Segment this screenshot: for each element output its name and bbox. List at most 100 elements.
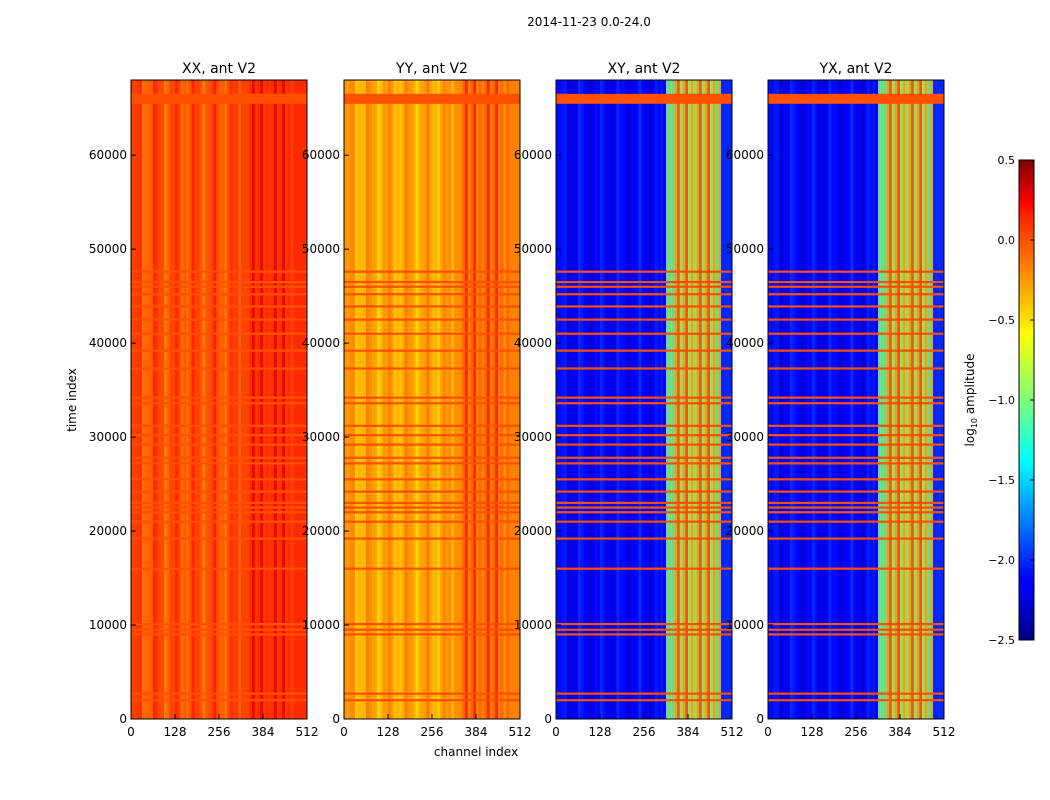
channel-strip: [894, 80, 898, 719]
y-tick-label: 40000: [89, 336, 127, 350]
x-tick-label: 128: [589, 725, 612, 739]
flagged-row: [768, 293, 944, 296]
channel-strip: [498, 80, 502, 719]
channel-strip: [875, 80, 879, 719]
y-tick-label: 20000: [514, 524, 552, 538]
channel-strip: [806, 80, 810, 719]
flagged-row: [131, 280, 307, 284]
flagged-row: [556, 443, 732, 446]
channel-strip: [704, 80, 708, 719]
flagged-row: [556, 692, 732, 695]
channel-strip: [624, 80, 628, 719]
flagged-row: [768, 692, 944, 695]
flagged-row: [131, 443, 307, 446]
channel-strip: [355, 80, 359, 719]
flagged-row: [131, 293, 307, 296]
flagged-row: [344, 332, 520, 335]
flagged-row: [768, 424, 944, 427]
channel-strip: [613, 80, 617, 719]
channel-strip: [437, 80, 441, 719]
channel-strip: [418, 80, 422, 719]
channel-strip: [385, 80, 389, 719]
channel-strip: [900, 80, 904, 719]
channel-strip: [142, 80, 146, 719]
channel-strip: [779, 80, 783, 719]
channel-strip: [608, 80, 612, 719]
flagged-row: [556, 622, 732, 626]
flagged-row: [344, 349, 520, 352]
flagged-row: [768, 93, 944, 104]
flagged-row: [131, 456, 307, 459]
flagged-row: [344, 367, 520, 370]
colorbar-tick-label: −2.0: [988, 554, 1015, 567]
flagged-row: [556, 285, 732, 288]
flagged-row: [768, 396, 944, 399]
channel-strip: [784, 80, 788, 719]
flagged-row: [344, 424, 520, 427]
channel-strip: [238, 80, 242, 719]
y-tick-label: 60000: [302, 148, 340, 162]
channel-strip: [462, 80, 466, 719]
channel-strip: [922, 80, 926, 719]
flagged-row: [768, 520, 944, 523]
y-tick-label: 0: [544, 712, 552, 726]
channel-strip: [249, 80, 253, 719]
flagged-row: [131, 396, 307, 399]
y-tick-label: 40000: [726, 336, 764, 350]
colorbar-label-base: log: [963, 428, 977, 446]
channel-strip: [707, 80, 711, 719]
channel-strip: [872, 80, 876, 719]
channel-strip: [265, 80, 269, 719]
panel-title: YY, ant V2: [395, 61, 468, 77]
channel-strip: [660, 80, 664, 719]
channel-strip: [246, 80, 250, 719]
y-tick-label: 10000: [514, 618, 552, 632]
channel-strip: [293, 80, 297, 719]
flagged-row: [131, 332, 307, 335]
colorbar-label-subscript: 10: [970, 418, 979, 428]
channel-strip: [271, 80, 275, 719]
flagged-row: [131, 567, 307, 570]
flagged-row: [344, 490, 520, 493]
channel-strip: [175, 80, 179, 719]
channel-strip: [847, 80, 851, 719]
channel-strip: [880, 80, 884, 719]
channel-strip: [897, 80, 901, 719]
flagged-row: [556, 628, 732, 631]
y-tick-label: 50000: [514, 242, 552, 256]
channel-strip: [712, 80, 716, 719]
channel-strip: [241, 80, 245, 719]
channel-strip: [423, 80, 427, 719]
channel-strip: [213, 80, 217, 719]
channel-strip: [820, 80, 824, 719]
channel-strip: [136, 80, 140, 719]
flagged-row: [344, 622, 520, 626]
flagged-row: [768, 537, 944, 540]
flagged-row: [768, 567, 944, 570]
flagged-row: [768, 402, 944, 405]
channel-strip: [451, 80, 455, 719]
channel-strip: [290, 80, 294, 719]
channel-strip: [276, 80, 280, 719]
channel-strip: [210, 80, 214, 719]
channel-strip: [803, 80, 807, 719]
flagged-row: [556, 396, 732, 399]
channel-strip: [506, 80, 510, 719]
channel-strip: [591, 80, 595, 719]
channel-strip: [633, 80, 637, 719]
channel-strip: [790, 80, 794, 719]
flagged-row: [344, 511, 520, 514]
channel-strip: [913, 80, 917, 719]
channel-strip: [186, 80, 190, 719]
flagged-row: [556, 305, 732, 308]
channel-strip: [561, 80, 565, 719]
flagged-row: [768, 501, 944, 504]
heatmap-panels: XX, ant V2 0 128 256 384 512 0 10000 20000 30000 4…: [89, 61, 956, 739]
channel-strip: [867, 80, 871, 719]
y-tick-label: 0: [332, 712, 340, 726]
flagged-row: [344, 506, 520, 509]
channel-strip: [580, 80, 584, 719]
flagged-row: [131, 318, 307, 321]
channel-strip: [602, 80, 606, 719]
